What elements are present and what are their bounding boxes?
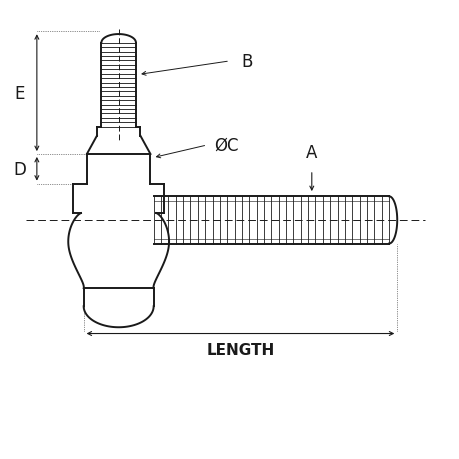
Text: B: B (241, 53, 252, 71)
Text: ØC: ØC (213, 137, 238, 155)
Text: LENGTH: LENGTH (206, 342, 274, 357)
Text: E: E (15, 84, 25, 102)
Text: D: D (14, 161, 27, 179)
Text: A: A (305, 144, 317, 162)
